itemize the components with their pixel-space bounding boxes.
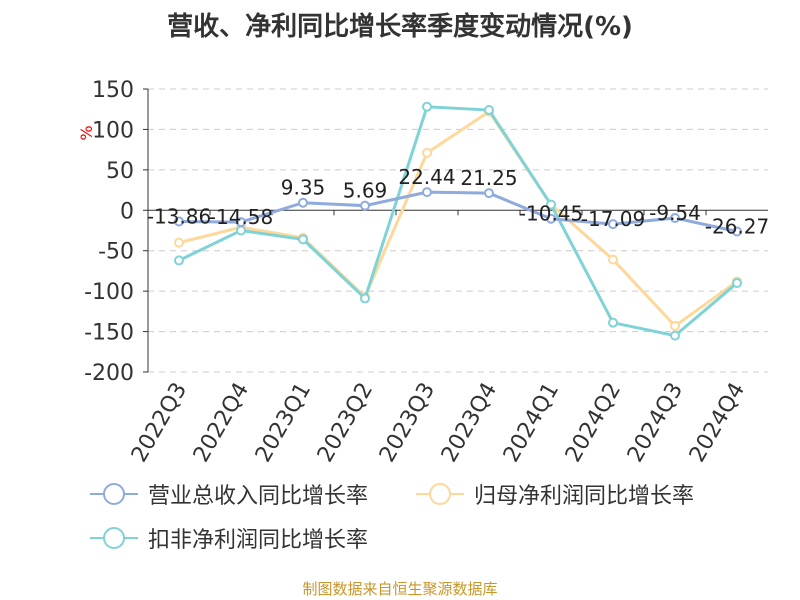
data-label: 22.44 xyxy=(398,165,455,189)
data-point xyxy=(174,216,184,227)
data-point xyxy=(732,278,742,289)
data-label: 21.25 xyxy=(460,166,517,190)
data-label: -14.58 xyxy=(209,205,273,229)
y-tick-label: 100 xyxy=(92,118,134,143)
legend-marker-icon xyxy=(90,527,138,549)
data-point xyxy=(360,200,370,211)
data-point xyxy=(608,219,618,230)
data-label: -26.27 xyxy=(705,215,769,239)
data-point xyxy=(732,226,742,237)
data-point xyxy=(174,255,184,266)
data-point xyxy=(670,330,680,341)
data-point xyxy=(298,197,308,208)
legend-marker-icon xyxy=(90,483,138,505)
x-tick-label: 2023Q3 xyxy=(375,379,440,467)
series-line xyxy=(178,109,738,328)
x-tick-label: 2023Q1 xyxy=(251,379,316,467)
data-label: 5.69 xyxy=(343,179,388,203)
x-tick-label: 2023Q4 xyxy=(437,379,502,467)
x-tick-label: 2024Q3 xyxy=(623,379,688,467)
x-tick-label: 2023Q2 xyxy=(313,379,378,467)
data-point xyxy=(608,317,618,328)
legend-marker-icon xyxy=(416,483,464,505)
data-point xyxy=(422,101,432,112)
data-point xyxy=(546,199,556,210)
data-point xyxy=(422,187,432,198)
series-line xyxy=(178,190,738,233)
legend-label: 扣非净利润同比增长率 xyxy=(148,528,369,553)
data-point xyxy=(608,254,618,265)
data-source: 制图数据来自恒生聚源数据库 xyxy=(302,580,498,598)
y-tick-label: -150 xyxy=(84,321,134,346)
x-tick-label: 2024Q4 xyxy=(685,379,750,467)
data-label: -10.45 xyxy=(519,202,583,226)
legend-item-deducted-profit[interactable]: 扣非净利润同比增长率 xyxy=(90,522,368,554)
y-tick-label: -100 xyxy=(84,280,134,305)
data-point xyxy=(236,217,246,228)
y-tick-label: -50 xyxy=(98,240,134,265)
chart-title: 营收、净利同比增长率季度变动情况(%) xyxy=(167,12,633,42)
y-axis-label: % xyxy=(77,125,96,140)
legend-item-net-profit[interactable]: 归母净利润同比增长率 xyxy=(416,478,694,510)
data-point xyxy=(546,213,556,224)
data-point xyxy=(174,237,184,248)
data-point xyxy=(360,293,370,304)
legend-item-revenue[interactable]: 营业总收入同比增长率 xyxy=(90,478,368,510)
data-label: -9.54 xyxy=(649,201,701,225)
x-tick-label: 2022Q3 xyxy=(127,379,192,467)
y-tick-label: 150 xyxy=(92,78,134,103)
data-label: 9.35 xyxy=(281,176,326,200)
y-tick-label: 0 xyxy=(120,199,134,224)
x-tick-label: 2022Q4 xyxy=(189,379,254,467)
x-tick-label: 2024Q2 xyxy=(561,379,626,467)
y-tick-label: -200 xyxy=(84,361,134,386)
data-point xyxy=(670,320,680,331)
data-label: -17.09 xyxy=(581,207,645,231)
series-line xyxy=(178,105,738,338)
legend-label: 营业总收入同比增长率 xyxy=(148,484,369,509)
data-point xyxy=(670,212,680,223)
data-point xyxy=(422,147,432,158)
data-point xyxy=(484,188,494,199)
x-tick-label: 2024Q1 xyxy=(499,379,564,467)
data-point xyxy=(484,105,494,116)
legend-label: 归母净利润同比增长率 xyxy=(474,484,695,509)
data-point xyxy=(298,234,308,245)
y-tick-label: 50 xyxy=(106,159,134,184)
data-label: -13.86 xyxy=(147,204,211,228)
